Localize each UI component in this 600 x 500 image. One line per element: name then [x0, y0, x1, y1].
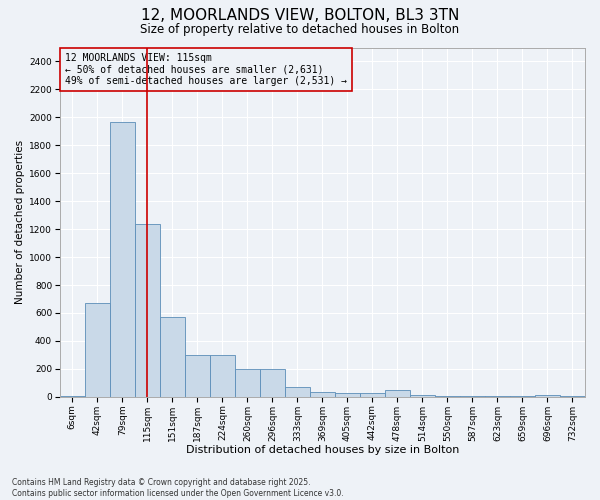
Bar	[210, 355, 235, 397]
Bar	[485, 396, 510, 397]
Bar	[235, 369, 260, 397]
Bar	[510, 396, 535, 397]
Bar	[460, 396, 485, 397]
Text: 12 MOORLANDS VIEW: 115sqm
← 50% of detached houses are smaller (2,631)
49% of se: 12 MOORLANDS VIEW: 115sqm ← 50% of detac…	[65, 52, 347, 86]
Text: Size of property relative to detached houses in Bolton: Size of property relative to detached ho…	[140, 22, 460, 36]
Bar	[435, 396, 460, 397]
Bar	[135, 224, 160, 397]
Bar	[185, 355, 210, 397]
Bar	[60, 396, 85, 397]
Bar	[110, 122, 135, 397]
Bar	[285, 387, 310, 397]
Bar	[260, 369, 285, 397]
Text: 12, MOORLANDS VIEW, BOLTON, BL3 3TN: 12, MOORLANDS VIEW, BOLTON, BL3 3TN	[141, 8, 459, 22]
Bar	[410, 396, 435, 397]
Bar	[535, 396, 560, 397]
Bar	[85, 303, 110, 397]
Bar	[360, 394, 385, 397]
Bar	[335, 394, 360, 397]
Bar	[385, 390, 410, 397]
Bar	[560, 396, 585, 397]
X-axis label: Distribution of detached houses by size in Bolton: Distribution of detached houses by size …	[186, 445, 459, 455]
Bar	[310, 392, 335, 397]
Text: Contains HM Land Registry data © Crown copyright and database right 2025.
Contai: Contains HM Land Registry data © Crown c…	[12, 478, 344, 498]
Y-axis label: Number of detached properties: Number of detached properties	[15, 140, 25, 304]
Bar	[160, 317, 185, 397]
